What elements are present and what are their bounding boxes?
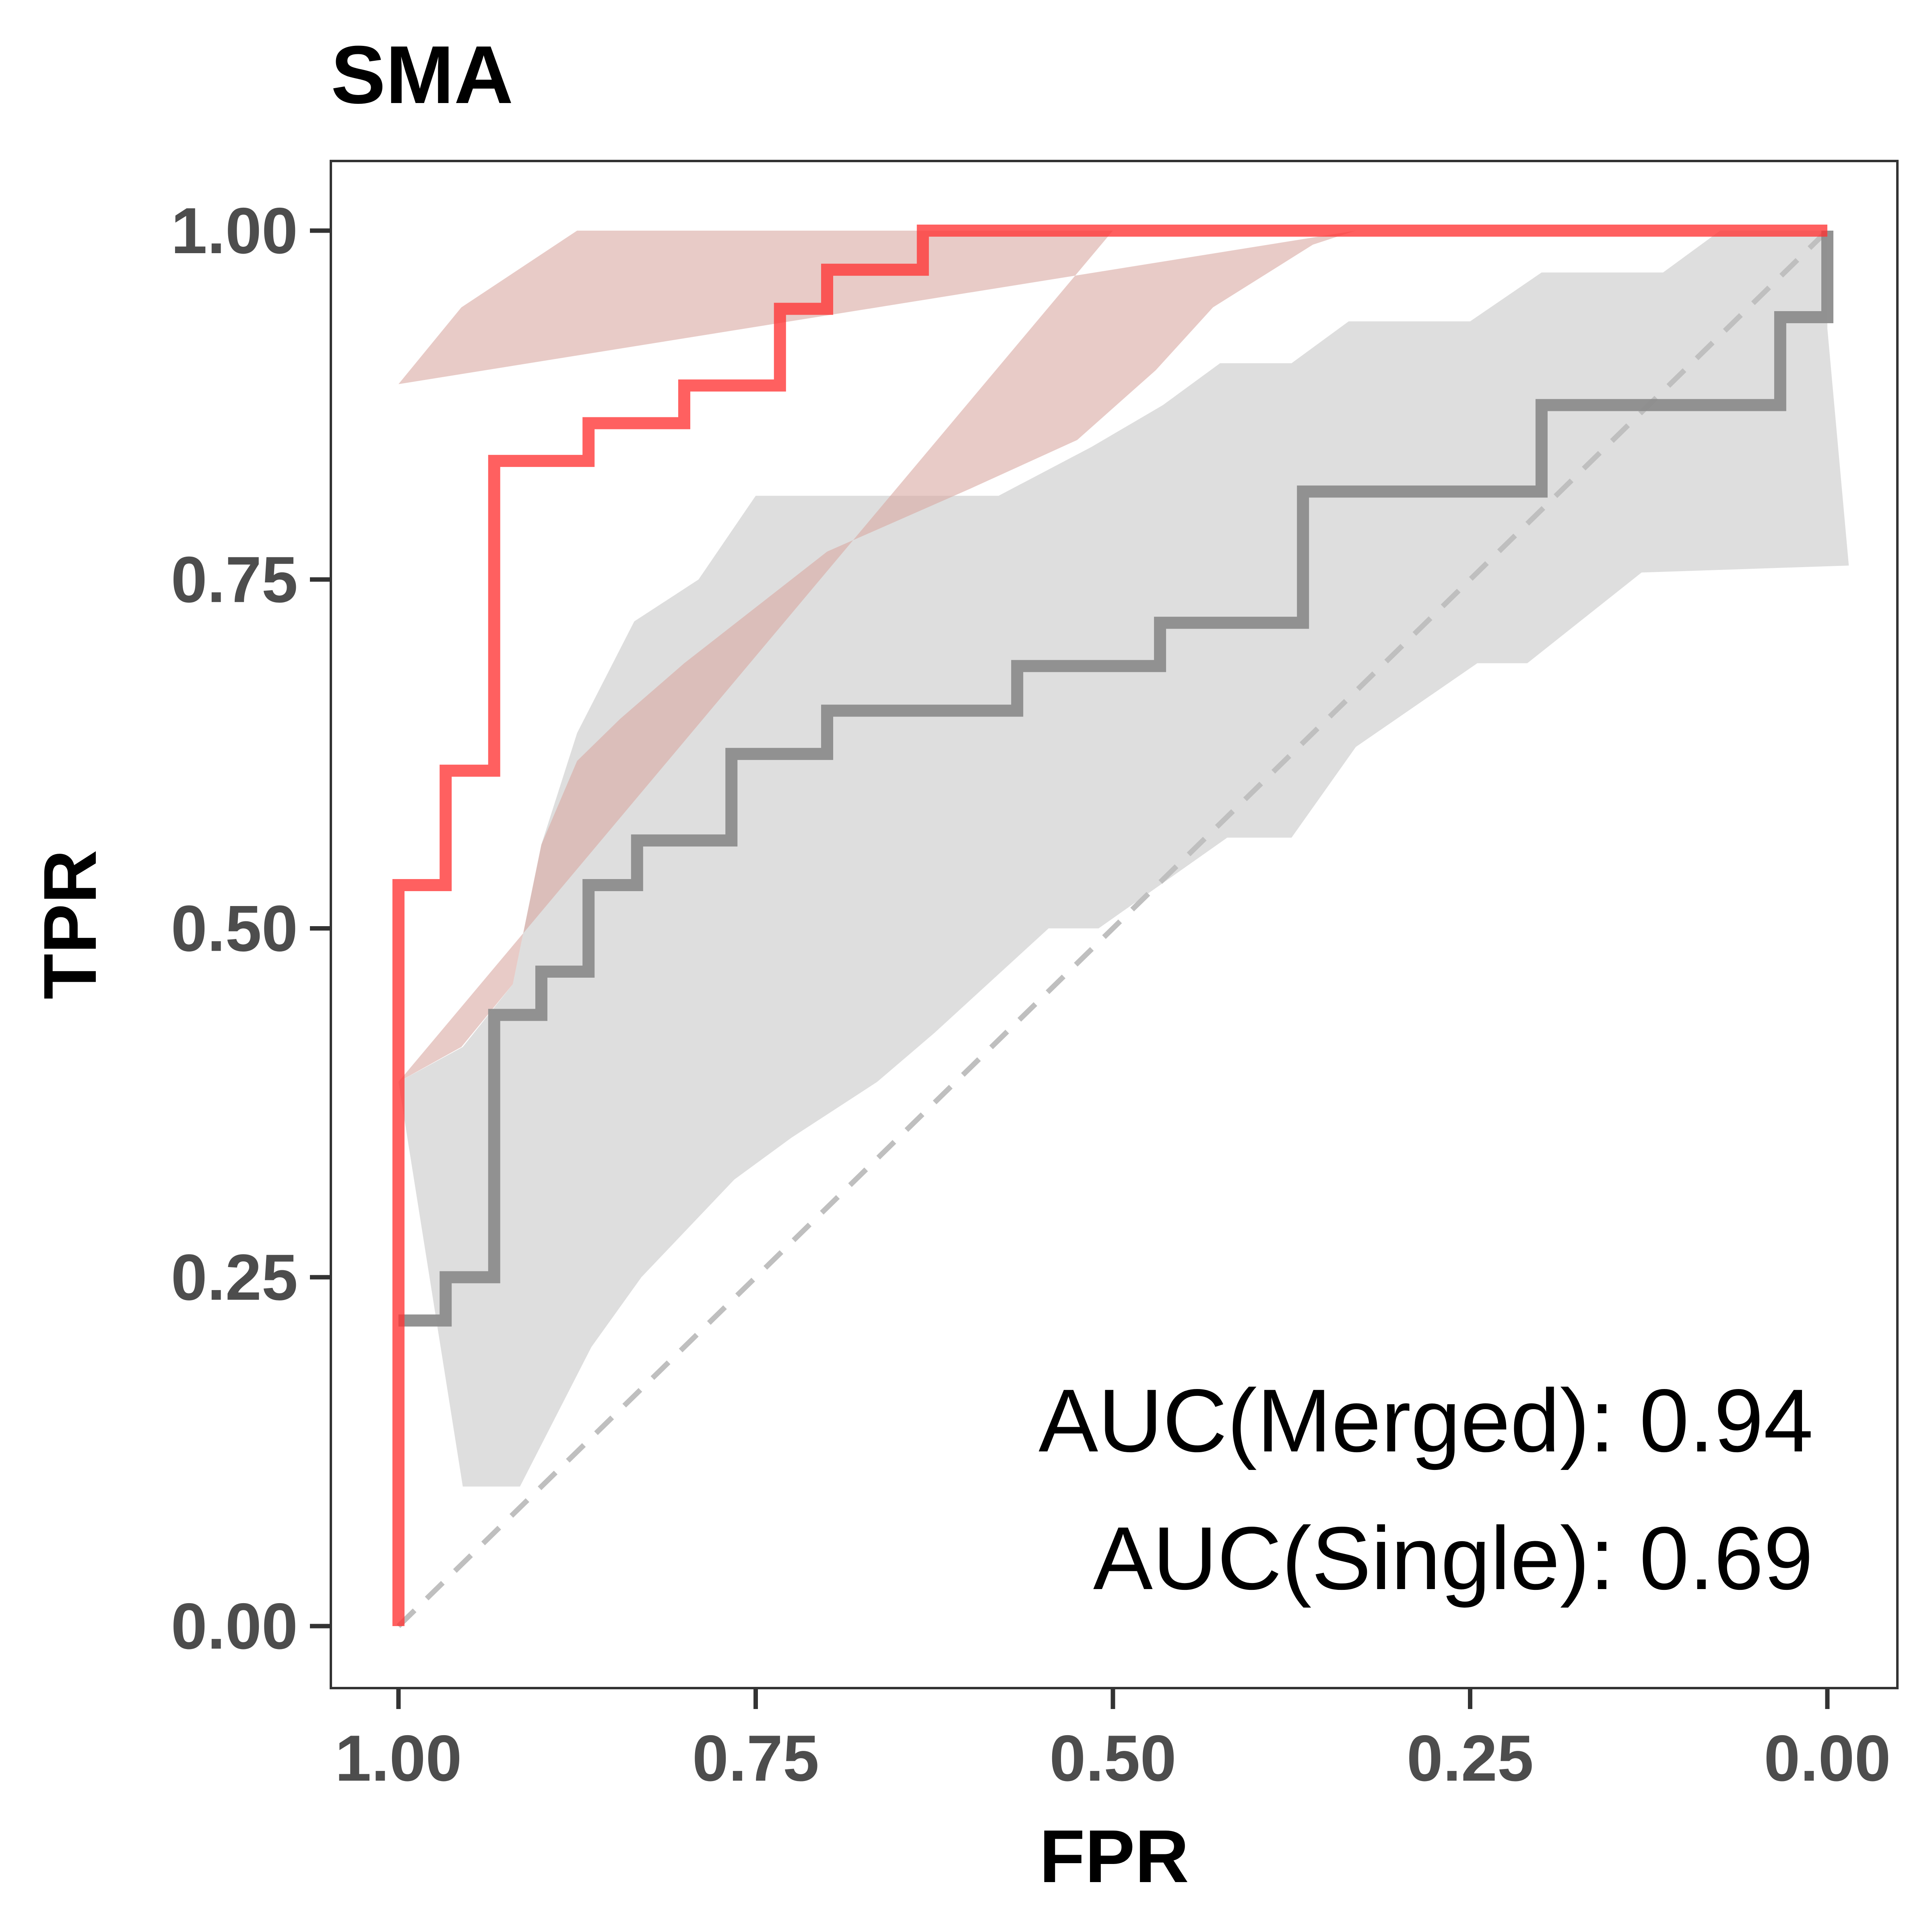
single-confidence-band: [398, 231, 1849, 1487]
x-axis-title: FPR: [1039, 1815, 1189, 1898]
x-tick-label: 0.25: [1407, 1722, 1534, 1795]
merged-confidence-band: [398, 231, 1356, 1082]
auc-single-label: AUC(Single): 0.69: [1093, 1509, 1813, 1608]
single-roc-line: [398, 231, 1833, 1327]
y-axis: 0.00 0.25 0.50 0.75 1.00: [171, 194, 331, 1663]
y-axis-title: TPR: [29, 850, 112, 999]
y-tick-label: 1.00: [171, 194, 298, 267]
x-axis: 1.00 0.75 0.50 0.25 0.00: [335, 1688, 1891, 1795]
y-tick-label: 0.75: [171, 543, 298, 616]
reference-diagonal: [396, 229, 1829, 1628]
y-tick-label: 0.00: [171, 1590, 298, 1663]
y-tick-label: 0.25: [171, 1241, 298, 1314]
x-tick-label: 1.00: [335, 1722, 462, 1795]
roc-lines: [392, 225, 1833, 1626]
x-tick-label: 0.00: [1764, 1722, 1891, 1795]
x-tick-label: 0.50: [1049, 1722, 1176, 1795]
confidence-bands: [398, 231, 1849, 1487]
chart-title: SMA: [331, 29, 513, 121]
y-tick-label: 0.50: [171, 892, 298, 965]
reference-line-group: [396, 229, 1829, 1628]
x-tick-label: 0.75: [692, 1722, 819, 1795]
merged-roc-line: [392, 225, 1827, 1626]
auc-merged-label: AUC(Merged): 0.94: [1038, 1371, 1813, 1471]
